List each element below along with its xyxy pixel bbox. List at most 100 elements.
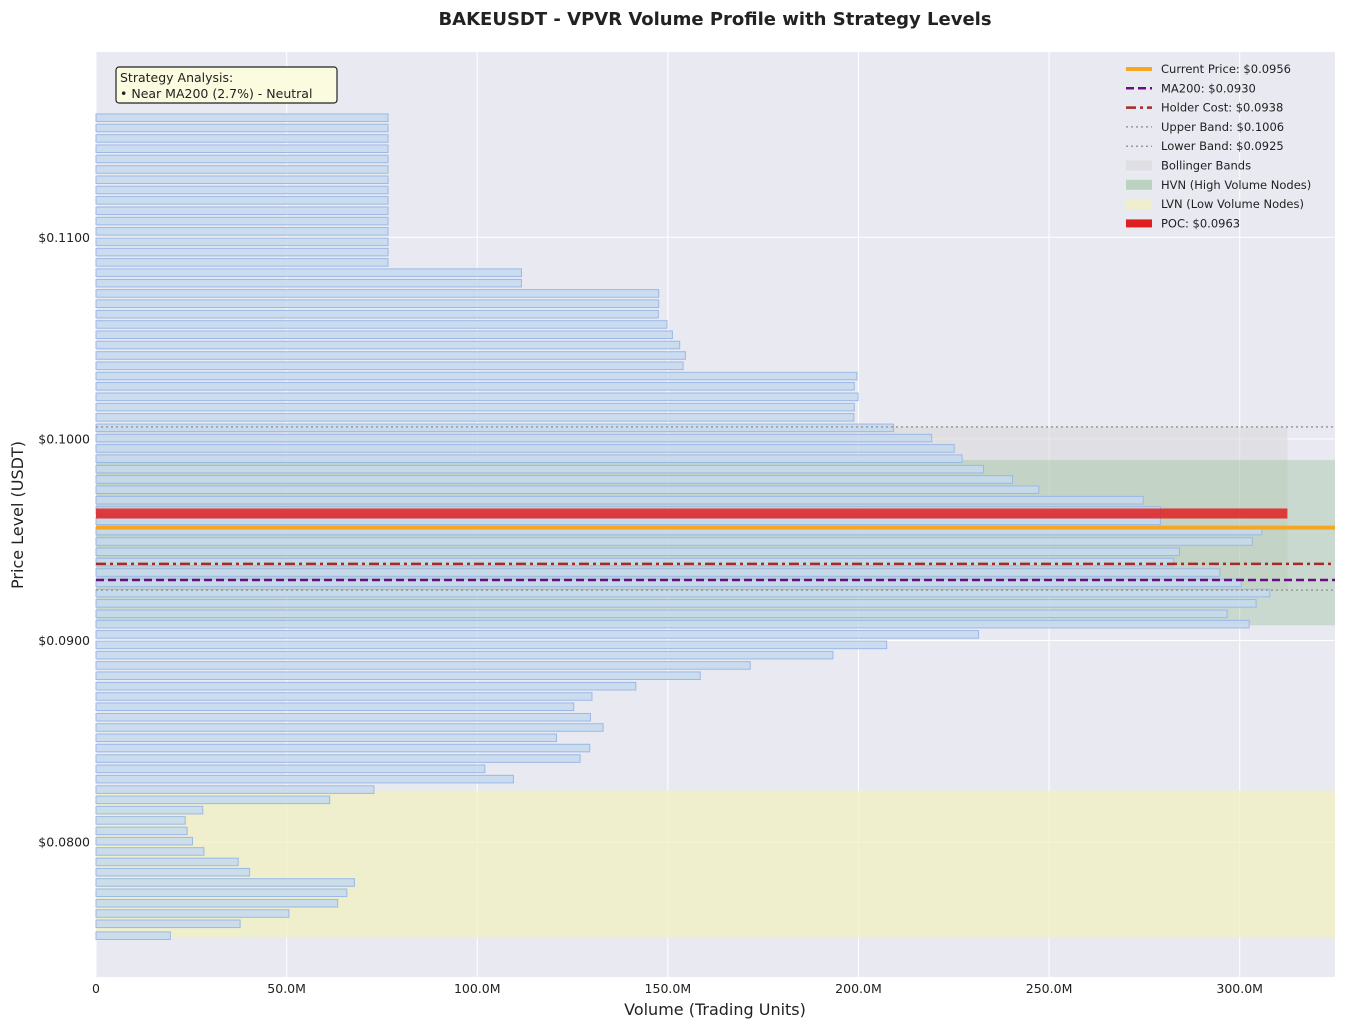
volume-bar — [95, 320, 668, 329]
volume-bar — [95, 330, 673, 340]
legend-entry: POC: $0.0963 — [1126, 216, 1240, 230]
legend-entry: Bollinger Bands — [1126, 159, 1251, 173]
volume-bar — [95, 289, 660, 298]
volume-bar — [95, 216, 389, 226]
volume-bar — [95, 661, 751, 670]
volume-bar — [95, 743, 591, 753]
legend: Current Price: $0.0956 MA200: $0.0930 Hold… — [1126, 62, 1311, 230]
volume-bar — [95, 733, 558, 743]
volume-bar — [95, 619, 1250, 629]
volume-bar — [95, 795, 331, 805]
volume-bar — [95, 888, 348, 898]
volume-bar — [95, 351, 686, 360]
legend-entry: HVN (High Volume Nodes) — [1126, 178, 1311, 192]
volume-bar — [95, 413, 855, 422]
y-tick-label: $0.0900 — [38, 633, 90, 648]
volume-bar — [95, 237, 389, 247]
x-axis-ticks: 0 50.0M 100.0M 150.0M 200.0M 250.0M 300.0M — [92, 981, 1263, 996]
volume-bar — [95, 464, 985, 474]
legend-label: Holder Cost: $0.0938 — [1161, 101, 1283, 115]
x-tick-label: 100.0M — [454, 981, 501, 996]
annotation-heading: Strategy Analysis: — [120, 70, 233, 85]
legend-label: Bollinger Bands — [1161, 159, 1251, 173]
volume-bar — [95, 485, 1040, 494]
volume-bar — [95, 692, 593, 701]
volume-bar — [95, 361, 684, 371]
volume-bar — [95, 878, 355, 887]
volume-bar — [95, 650, 834, 660]
band-area — [96, 790, 1335, 938]
volume-bar — [95, 175, 389, 185]
legend-swatch — [1126, 219, 1152, 228]
volume-bar — [95, 495, 1144, 505]
volume-bar — [95, 423, 895, 433]
volume-bar — [95, 547, 1180, 557]
volume-bar — [95, 392, 859, 402]
y-tick-label: $0.1100 — [38, 230, 90, 245]
volume-bar — [95, 144, 389, 154]
volume-bar — [95, 764, 486, 774]
legend-swatch — [1126, 160, 1152, 171]
volume-bar — [95, 340, 681, 350]
legend-label: Upper Band: $0.1006 — [1161, 120, 1284, 134]
x-tick-label: 150.0M — [645, 981, 692, 996]
volume-bar — [95, 826, 188, 836]
volume-bar — [95, 588, 1271, 598]
volume-bar — [95, 309, 659, 319]
volume-bar — [95, 931, 171, 940]
volume-bar — [95, 382, 855, 391]
volume-bar — [95, 816, 186, 825]
volume-bar — [95, 857, 239, 867]
x-tick-label: 200.0M — [835, 981, 882, 996]
annotation-box — [115, 66, 338, 104]
volume-bar — [95, 247, 389, 257]
volume-bar — [95, 909, 290, 918]
volume-bar — [95, 723, 604, 732]
volume-bar — [95, 196, 389, 205]
volume-bar — [95, 299, 660, 308]
x-tick-label: 0 — [92, 981, 100, 996]
x-axis-label: Volume (Trading Units) — [624, 1000, 806, 1019]
volume-bar — [95, 774, 514, 784]
x-tick-label: 250.0M — [1026, 981, 1073, 996]
level-lines — [96, 426, 1335, 591]
volume-bar — [95, 402, 855, 412]
volume-bar — [95, 847, 205, 856]
y-tick-label: $0.1000 — [38, 431, 90, 446]
legend-label: POC: $0.0963 — [1161, 216, 1240, 230]
legend-entry: Lower Band: $0.0925 — [1126, 139, 1284, 153]
y-axis-ticks: $0.0800 $0.0900 $0.1000 $0.1100 — [38, 230, 90, 850]
volume-bar — [95, 258, 389, 267]
volume-bar — [95, 919, 241, 929]
volume-bar — [95, 630, 980, 639]
legend-label: MA200: $0.0930 — [1161, 81, 1256, 95]
volume-bar — [95, 278, 522, 288]
volume-bar — [95, 754, 581, 763]
volume-bar — [95, 671, 701, 680]
volume-bar — [95, 836, 193, 846]
legend-entry: Upper Band: $0.1006 — [1126, 120, 1284, 134]
volume-bar — [95, 165, 389, 174]
volume-bar — [95, 475, 1013, 484]
volume-bar — [95, 702, 575, 712]
legend-entry: MA200: $0.0930 — [1126, 81, 1256, 95]
volume-bar — [95, 867, 251, 877]
volume-bar — [95, 454, 963, 463]
volume-bar — [95, 444, 955, 453]
x-tick-label: 50.0M — [267, 981, 306, 996]
legend-swatch — [1126, 179, 1152, 190]
volume-bar — [95, 712, 591, 722]
legend-entry: LVN (Low Volume Nodes) — [1126, 197, 1304, 211]
x-tick-label: 300.0M — [1216, 981, 1263, 996]
volume-bar — [95, 578, 1242, 588]
volume-bar — [95, 640, 888, 650]
volume-bar — [95, 681, 637, 691]
volume-bar — [95, 568, 1221, 577]
volume-bar — [95, 537, 1253, 546]
volume-bar — [95, 898, 339, 908]
annotation-line: • Near MA200 (2.7%) - Neutral — [120, 86, 312, 101]
volume-bar — [95, 371, 858, 381]
volume-bar — [95, 113, 389, 122]
legend-label: LVN (Low Volume Nodes) — [1161, 197, 1304, 211]
